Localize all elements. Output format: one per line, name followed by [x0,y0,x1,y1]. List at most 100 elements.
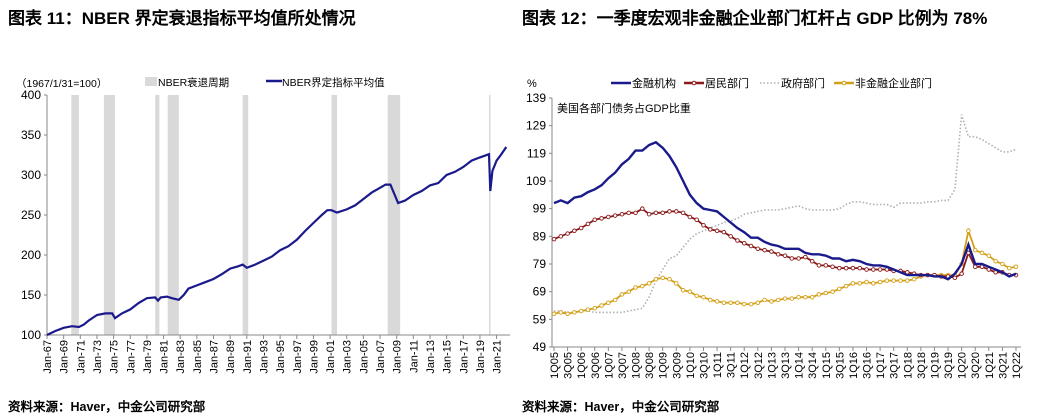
x-tick-label: 3Q18 [916,352,928,379]
x-tick-label: 3Q09 [671,352,683,379]
data-point [578,225,584,231]
data-point [830,289,835,294]
data-point [606,214,611,220]
data-point [864,267,869,272]
y-tick-label: 139 [526,91,546,105]
data-point [572,228,577,234]
data-point [1013,264,1019,270]
recession-band [103,95,115,335]
legend-marker [691,80,697,86]
data-point [585,307,591,312]
x-tick-label: 1Q12 [739,352,751,379]
data-point [551,236,557,242]
data-point [857,265,862,271]
x-tick-label: Jan-71 [75,340,87,374]
data-point [551,311,557,317]
y-tick-label: 250 [21,208,41,222]
data-point [728,234,733,239]
data-point [972,247,978,253]
data-point [809,294,815,300]
x-tick-label: Jan-97 [292,340,304,374]
x-tick-label: 1Q16 [848,352,860,379]
x-tick-label: 1Q11 [712,352,724,378]
x-tick-label: 3Q05 [563,352,575,379]
x-tick-label: Jan-69 [59,340,71,374]
data-point [741,301,747,307]
data-point [572,310,577,315]
legend-recession-label: NBER衰退周期 [158,76,229,89]
data-point [578,308,584,314]
data-point [646,211,652,217]
y-tick-label: 400 [21,88,41,102]
x-tick-label: Jan-09 [392,340,404,374]
recession-band [71,95,79,335]
data-point [585,221,591,227]
x-tick-label: Jan-85 [192,340,204,374]
data-point [877,267,883,272]
x-tick-label: 3Q16 [862,352,874,379]
y-tick-label: 300 [21,168,41,182]
x-tick-label: Jan-91 [242,340,254,374]
recession-band [167,95,179,335]
x-tick-label: 3Q08 [644,352,656,379]
data-point [898,278,903,283]
data-point [674,209,679,214]
data-point [640,206,645,211]
series-line-1 [553,207,1016,279]
x-tick-label: 3Q20 [970,352,982,379]
x-tick-label: Jan-73 [92,340,104,374]
x-tick-label: Jan-15 [442,340,454,374]
x-tick-label: Jan-93 [258,340,270,374]
y-tick-label: 200 [21,248,41,262]
data-point [714,299,720,304]
data-point [708,227,713,232]
x-tick-label: 1Q07 [603,352,615,379]
data-point [762,297,767,303]
data-point [911,276,917,282]
x-tick-label: Jan-19 [475,340,487,374]
left-unit-label: （1967/1/31=100） [16,78,107,90]
data-point [680,210,686,216]
x-tick-label: Jan-77 [125,340,137,374]
y-tick-label: 100 [21,328,41,342]
data-point [612,297,618,303]
x-tick-label: Jan-11 [408,340,420,373]
x-tick-label: 3Q06 [590,352,602,379]
data-point [653,276,659,282]
data-point [775,252,781,257]
data-point [694,217,699,222]
data-point [755,300,761,305]
data-point [626,289,631,294]
data-point [769,249,774,254]
y-tick-label: 59 [533,312,547,326]
x-tick-label: Jan-83 [175,340,187,374]
x-tick-label: 1Q20 [957,352,969,379]
data-point [837,286,842,292]
y-tick-label: 69 [533,285,547,299]
data-point [837,265,842,271]
data-point [877,279,883,285]
data-point [612,213,618,218]
y-tick-label: 129 [526,119,546,133]
legend-label: 金融机构 [632,76,676,90]
data-point [966,228,971,234]
x-tick-label: 3Q12 [753,352,765,379]
y-tick-label: 89 [533,229,547,243]
data-point [993,258,998,264]
data-point [769,299,774,304]
x-tick-label: Jan-87 [209,340,221,374]
x-tick-label: Jan-99 [308,340,320,374]
series-line-0 [553,140,1017,281]
y-tick-label: 99 [533,202,547,216]
data-point [735,238,740,243]
x-tick-label: 3Q11 [726,352,738,378]
x-tick-label: 3Q21 [997,352,1009,379]
data-point [755,246,761,252]
x-tick-label: 3Q15 [834,352,846,379]
data-point [952,275,958,281]
x-tick-label: Jan-07 [375,340,387,374]
data-point [721,300,727,305]
data-point [646,281,652,286]
data-point [640,283,645,289]
